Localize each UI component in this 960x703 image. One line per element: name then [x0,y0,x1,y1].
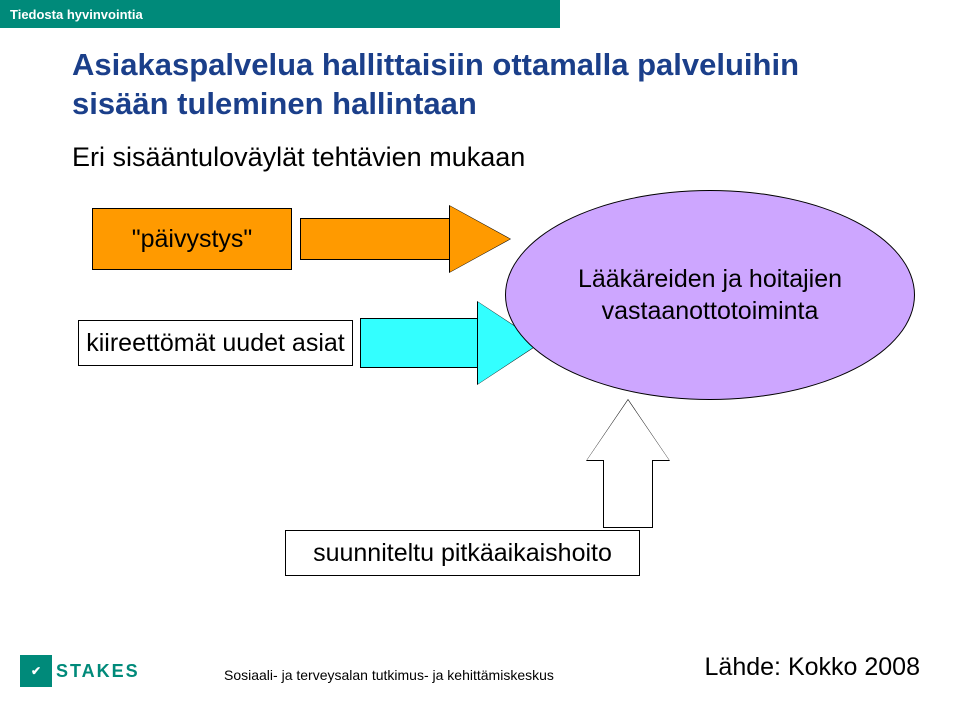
input-box-pitkaaikais: suunniteltu pitkäaikaishoito [285,530,640,576]
arrow-body [360,318,478,368]
target-ellipse: Lääkäreiden ja hoitajien vastaanottotoim… [505,190,915,400]
arrow-body [603,460,653,528]
arrow-pitkaaikais [587,400,669,528]
arrow-head [450,206,510,272]
logo-text: STAKES [56,661,140,682]
slide-title: Asiakaspalvelua hallittaisiin ottamalla … [72,46,900,124]
source-citation: Lähde: Kokko 2008 [705,652,920,683]
header-bar: Tiedosta hyvinvointia [0,0,560,28]
logo-mark-icon: ✔ [20,655,52,687]
input-box-paivystys: "päivystys" [92,208,292,270]
arrow-head [587,400,669,460]
arrow-paivystys [300,206,510,272]
input-box-pitkaaikais-label: suunniteltu pitkäaikaishoito [313,539,612,568]
slide-subtitle: Eri sisääntuloväylät tehtävien mukaan [72,142,525,173]
header-text: Tiedosta hyvinvointia [10,7,143,22]
footer-org: Sosiaali- ja terveysalan tutkimus- ja ke… [224,667,554,683]
input-box-paivystys-label: "päivystys" [132,225,253,254]
input-box-kiireettomat-label: kiireettömät uudet asiat [86,329,344,358]
arrow-body [300,218,450,260]
input-box-kiireettomat: kiireettömät uudet asiat [78,320,353,366]
logo: ✔ STAKES [20,653,170,689]
target-ellipse-label: Lääkäreiden ja hoitajien vastaanottotoim… [546,263,874,328]
